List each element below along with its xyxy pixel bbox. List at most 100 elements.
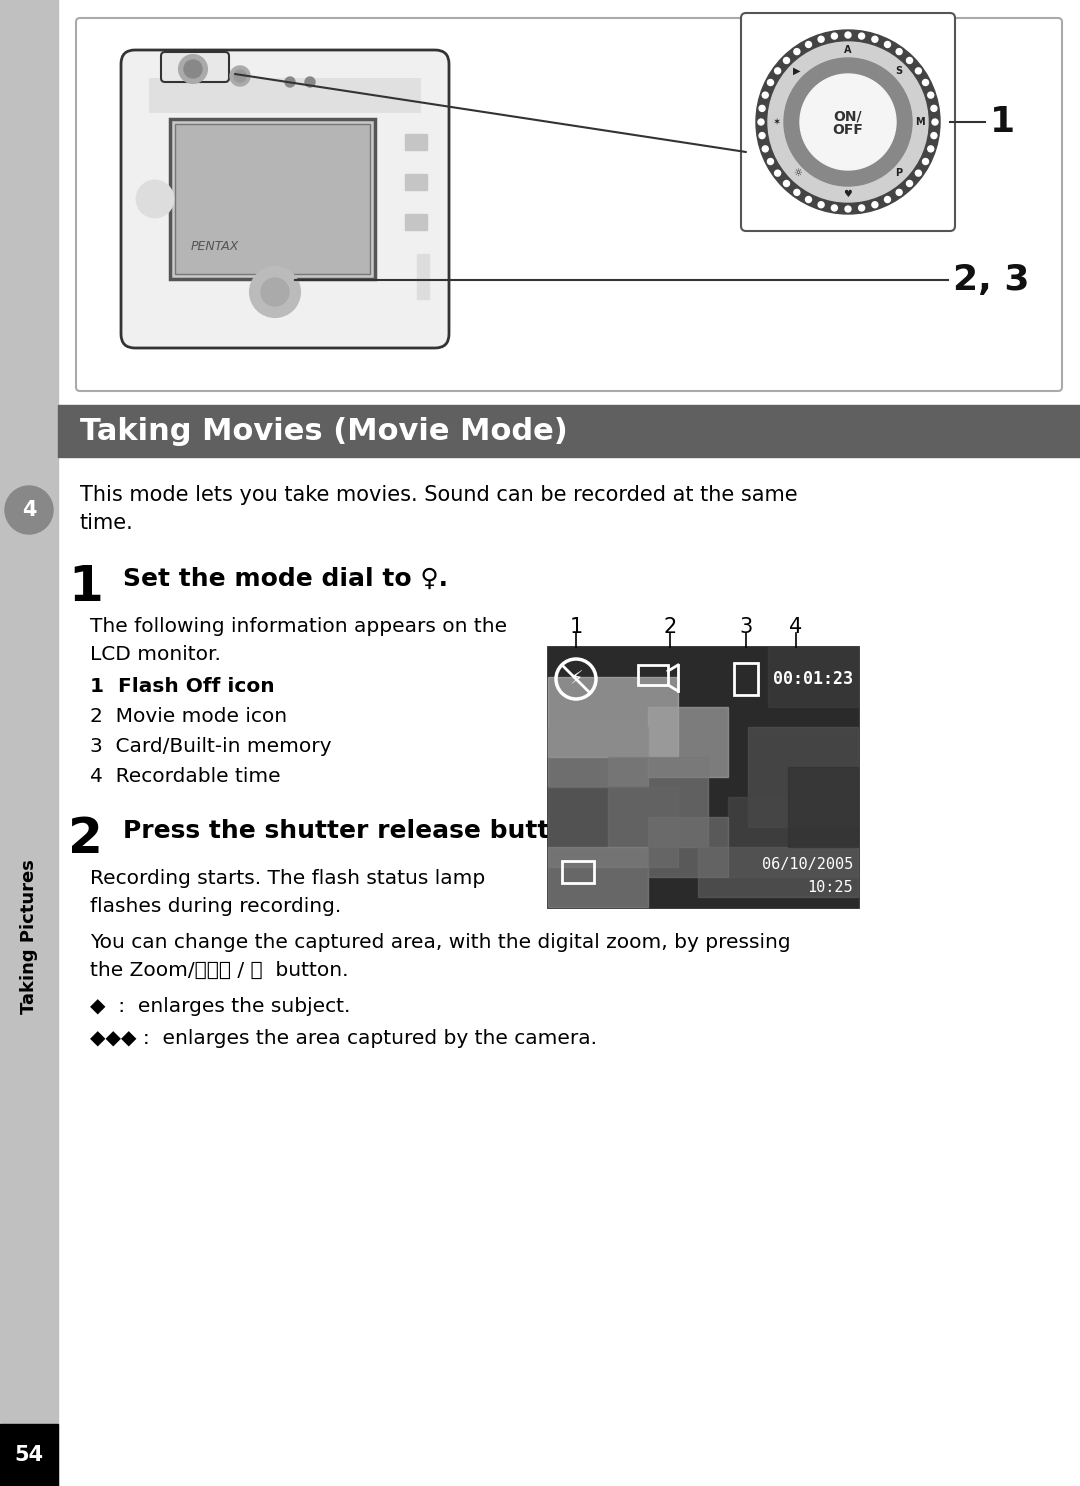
Bar xyxy=(0,1424,58,1486)
Circle shape xyxy=(832,33,837,39)
Bar xyxy=(648,707,728,777)
Circle shape xyxy=(931,106,937,111)
Bar xyxy=(608,756,708,847)
Circle shape xyxy=(872,202,878,208)
Text: 3  Card/Built-in memory: 3 Card/Built-in memory xyxy=(90,737,332,756)
Text: ✶: ✶ xyxy=(772,117,780,126)
FancyBboxPatch shape xyxy=(76,18,1062,391)
Circle shape xyxy=(759,132,765,138)
Text: 1: 1 xyxy=(68,563,103,611)
Text: 4: 4 xyxy=(22,499,37,520)
Circle shape xyxy=(916,68,921,74)
Circle shape xyxy=(832,205,837,211)
Text: 2  Movie mode icon: 2 Movie mode icon xyxy=(90,707,287,727)
Text: 1: 1 xyxy=(569,617,582,637)
FancyBboxPatch shape xyxy=(161,52,229,82)
Text: ♥: ♥ xyxy=(843,189,852,199)
Bar xyxy=(417,254,429,299)
Circle shape xyxy=(234,70,246,82)
Circle shape xyxy=(179,55,207,83)
Text: A: A xyxy=(845,45,852,55)
Circle shape xyxy=(137,181,173,217)
Circle shape xyxy=(774,169,781,177)
Circle shape xyxy=(916,169,921,177)
Bar xyxy=(768,646,858,707)
Circle shape xyxy=(758,119,764,125)
Bar xyxy=(728,796,858,877)
Circle shape xyxy=(922,80,929,86)
Text: 1  Flash Off icon: 1 Flash Off icon xyxy=(90,678,274,695)
Bar xyxy=(548,788,678,866)
Bar xyxy=(0,0,58,1486)
Text: Taking Pictures: Taking Pictures xyxy=(21,859,38,1013)
Text: S: S xyxy=(895,65,903,76)
Circle shape xyxy=(896,49,902,55)
Text: ⚡: ⚡ xyxy=(569,670,583,688)
Circle shape xyxy=(845,33,851,39)
Text: ◆  :  enlarges the subject.: ◆ : enlarges the subject. xyxy=(90,997,350,1016)
Circle shape xyxy=(819,36,824,42)
Bar xyxy=(698,847,858,898)
Circle shape xyxy=(819,202,824,208)
Circle shape xyxy=(794,49,800,55)
Circle shape xyxy=(783,180,789,187)
Text: ◆◆◆ :  enlarges the area captured by the camera.: ◆◆◆ : enlarges the area captured by the … xyxy=(90,1028,597,1048)
Circle shape xyxy=(768,80,773,86)
Text: ▶: ▶ xyxy=(794,65,801,76)
Text: 00:01:23: 00:01:23 xyxy=(773,670,853,688)
Circle shape xyxy=(230,65,249,86)
Bar xyxy=(648,817,728,877)
Text: 1: 1 xyxy=(990,106,1015,140)
Circle shape xyxy=(794,189,800,195)
Circle shape xyxy=(5,486,53,533)
Text: the Zoom/⛰⛰⛰ / ⛰  button.: the Zoom/⛰⛰⛰ / ⛰ button. xyxy=(90,961,349,979)
FancyBboxPatch shape xyxy=(121,51,449,348)
Bar xyxy=(548,727,648,788)
Bar xyxy=(638,666,669,685)
Circle shape xyxy=(762,92,768,98)
Bar xyxy=(170,119,375,279)
Circle shape xyxy=(806,42,811,48)
Circle shape xyxy=(806,196,811,202)
Bar xyxy=(405,174,427,190)
Text: Set the mode dial to ♀.: Set the mode dial to ♀. xyxy=(123,568,448,591)
Circle shape xyxy=(768,42,928,202)
Circle shape xyxy=(922,159,929,165)
Text: OFF: OFF xyxy=(833,123,863,137)
Circle shape xyxy=(845,207,851,212)
Circle shape xyxy=(184,59,202,77)
Bar xyxy=(58,406,1080,458)
Circle shape xyxy=(784,58,912,186)
Circle shape xyxy=(249,267,300,317)
Circle shape xyxy=(906,58,913,64)
Bar xyxy=(548,847,648,906)
Text: 2: 2 xyxy=(68,814,103,863)
Text: Press the shutter release button.: Press the shutter release button. xyxy=(123,819,594,843)
Circle shape xyxy=(305,77,315,88)
Bar xyxy=(175,123,370,273)
Text: PENTAX: PENTAX xyxy=(191,239,239,253)
Text: flashes during recording.: flashes during recording. xyxy=(90,898,341,915)
Circle shape xyxy=(928,92,934,98)
Bar xyxy=(734,663,758,695)
Text: 3: 3 xyxy=(740,617,753,637)
Text: 10:25: 10:25 xyxy=(808,880,853,895)
Circle shape xyxy=(859,205,865,211)
Circle shape xyxy=(885,196,891,202)
Circle shape xyxy=(928,146,934,152)
Text: ☼: ☼ xyxy=(793,168,801,178)
Circle shape xyxy=(932,119,939,125)
Circle shape xyxy=(261,278,289,306)
Text: 4  Recordable time: 4 Recordable time xyxy=(90,767,281,786)
Text: Taking Movies (Movie Mode): Taking Movies (Movie Mode) xyxy=(80,416,568,446)
Text: 2, 3: 2, 3 xyxy=(953,263,1029,297)
Circle shape xyxy=(774,68,781,74)
Circle shape xyxy=(800,74,896,169)
Circle shape xyxy=(872,36,878,42)
Circle shape xyxy=(885,42,891,48)
Text: You can change the captured area, with the digital zoom, by pressing: You can change the captured area, with t… xyxy=(90,933,791,953)
Bar xyxy=(149,77,421,113)
Bar xyxy=(788,767,858,847)
Circle shape xyxy=(759,106,765,111)
FancyBboxPatch shape xyxy=(741,13,955,230)
